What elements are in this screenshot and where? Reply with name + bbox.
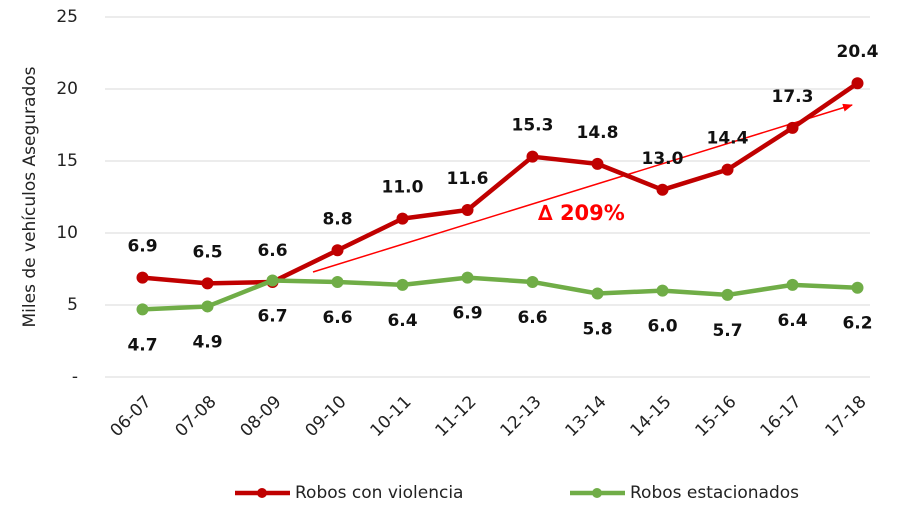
point (591, 157, 604, 170)
x-tick-label: 13-14 (561, 392, 610, 441)
point (526, 275, 539, 288)
point (461, 271, 474, 284)
legend-marker (257, 488, 267, 498)
point (136, 271, 149, 284)
data-label: 20.4 (837, 42, 879, 62)
data-label: 6.5 (192, 242, 222, 262)
point (136, 303, 149, 316)
x-tick-label: 06-07 (106, 392, 155, 441)
series-line (142, 81, 859, 286)
data-label: 8.8 (322, 209, 352, 229)
data-label: 6.6 (257, 241, 287, 261)
legend-label: Robos estacionados (630, 483, 799, 503)
y-tick-label: 10 (56, 223, 78, 243)
x-tick-label: 10-11 (366, 392, 415, 441)
data-label: 11.0 (382, 178, 424, 198)
data-label: 11.6 (447, 169, 489, 189)
trend-arrow (312, 103, 853, 273)
data-label: 6.0 (647, 317, 677, 337)
x-tick-label: 12-13 (496, 392, 545, 441)
y-axis-title: Miles de vehículos Asegurados (20, 66, 40, 327)
x-tick-label: 07-08 (171, 392, 220, 441)
point (526, 150, 539, 163)
data-label: 6.7 (257, 307, 287, 327)
data-label: 5.7 (712, 321, 742, 341)
data-label: 4.9 (192, 332, 222, 352)
data-label: 6.4 (387, 311, 417, 331)
point (786, 121, 799, 134)
point (721, 288, 734, 301)
x-tick-label: 15-16 (691, 392, 740, 441)
legend-marker (592, 488, 602, 498)
point (201, 300, 214, 313)
point (331, 275, 344, 288)
data-label: 5.8 (582, 319, 612, 339)
y-tick-label: 25 (56, 7, 78, 27)
data-label: 6.6 (517, 308, 547, 328)
point (851, 281, 864, 294)
data-label: 14.8 (577, 123, 619, 143)
data-label: 14.4 (707, 129, 749, 149)
point (266, 274, 279, 287)
data-label: 13.0 (642, 149, 684, 169)
point (461, 203, 474, 216)
data-label: 15.3 (512, 116, 554, 136)
annotation: ∆ 209% (538, 201, 625, 225)
x-tick-label: 08-09 (236, 392, 285, 441)
series-line (142, 275, 858, 312)
x-tick-label: 11-12 (431, 392, 480, 441)
point (201, 277, 214, 290)
y-tick-label: 20 (56, 79, 78, 99)
point (721, 163, 734, 176)
data-label: 6.2 (842, 314, 872, 334)
y-tick-label: - (72, 367, 78, 387)
x-tick-label: 14-15 (626, 392, 675, 441)
point (591, 287, 604, 300)
point (786, 278, 799, 291)
point (656, 183, 669, 196)
legend-label: Robos con violencia (295, 483, 463, 503)
x-tick-label: 17-18 (821, 392, 870, 441)
data-label: 6.9 (452, 304, 482, 324)
y-tick-label: 15 (56, 151, 78, 171)
data-label: 17.3 (772, 87, 814, 107)
x-tick-label: 16-17 (756, 392, 805, 441)
point (656, 284, 669, 297)
data-label: 6.9 (127, 237, 157, 257)
point (396, 278, 409, 291)
point (396, 212, 409, 225)
point (331, 244, 344, 257)
x-tick-label: 09-10 (301, 392, 350, 441)
data-label: 6.4 (777, 311, 807, 331)
data-label: 6.6 (322, 308, 352, 328)
data-label: 4.7 (127, 335, 157, 355)
y-tick-label: 5 (67, 295, 78, 315)
point (851, 77, 864, 90)
